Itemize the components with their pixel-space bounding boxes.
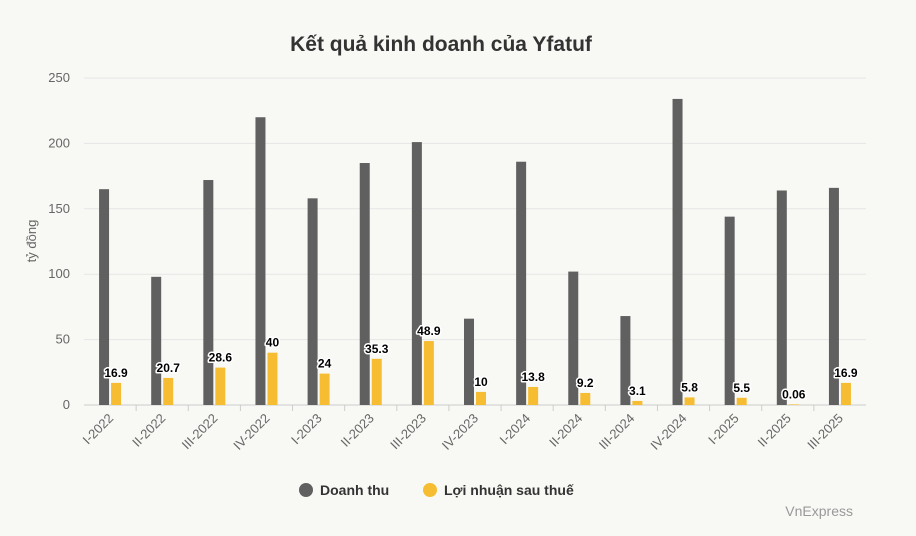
y-axis-label: tỷ đồng xyxy=(24,220,39,263)
y-tick-label: 50 xyxy=(56,332,70,347)
bar-doanh-thu[interactable] xyxy=(620,316,631,405)
x-tick-label: II-2023 xyxy=(338,411,377,450)
x-tick-label: I-2022 xyxy=(80,411,117,448)
data-labels: 16.9 20.7 28.6 40 24 35.3 48.9 10 13.8 9.2 3.1 5.8 5… xyxy=(103,323,860,403)
bars xyxy=(99,98,851,406)
bar-doanh-thu[interactable] xyxy=(307,198,318,405)
legend: Doanh thu Lợi nhuận sau thuế xyxy=(299,482,574,498)
bar-doanh-thu[interactable] xyxy=(151,276,162,405)
data-label: 24 xyxy=(318,357,332,371)
bar-loi-nhuan[interactable] xyxy=(632,400,643,405)
y-tick-label: 100 xyxy=(48,266,70,281)
bar-doanh-thu[interactable] xyxy=(776,190,787,405)
bar-loi-nhuan[interactable] xyxy=(840,382,851,405)
data-label: 3.1 xyxy=(629,384,646,398)
bar-doanh-thu[interactable] xyxy=(99,189,110,405)
bar-doanh-thu[interactable] xyxy=(516,161,527,405)
bar-doanh-thu[interactable] xyxy=(464,318,474,405)
legend-label: Doanh thu xyxy=(320,482,389,498)
bar-doanh-thu[interactable] xyxy=(672,98,683,405)
data-label: 35.3 xyxy=(365,342,389,356)
y-tick-label: 0 xyxy=(63,397,70,412)
legend-marker xyxy=(299,483,313,497)
bar-doanh-thu[interactable] xyxy=(724,216,735,405)
x-tick-label: III-2025 xyxy=(804,411,846,453)
bar-loi-nhuan[interactable] xyxy=(684,397,695,405)
bar-doanh-thu[interactable] xyxy=(359,163,370,405)
chart-title: Kết quả kinh doanh của Yfatuf xyxy=(290,33,593,56)
bar-loi-nhuan[interactable] xyxy=(580,392,591,405)
x-tick-label: II-2025 xyxy=(755,411,794,450)
x-tick-label: I-2023 xyxy=(288,411,325,448)
bar-loi-nhuan[interactable] xyxy=(476,391,486,405)
bar-doanh-thu[interactable] xyxy=(255,117,266,406)
bar-loi-nhuan[interactable] xyxy=(267,352,278,405)
source-credit: VnExpress xyxy=(785,503,853,519)
bar-loi-nhuan[interactable] xyxy=(371,358,382,405)
grid-lines xyxy=(84,77,866,406)
data-label: 0.06 xyxy=(782,387,806,401)
x-axis-ticks: I-2022 II-2022 III-2022 IV-2022 I-2023 II-202… xyxy=(80,405,846,453)
bar-doanh-thu[interactable] xyxy=(568,271,579,405)
data-label: 16.9 xyxy=(834,366,858,380)
data-label: 48.9 xyxy=(417,324,441,338)
legend-label: Lợi nhuận sau thuế xyxy=(444,482,574,498)
x-tick-label: II-2024 xyxy=(546,411,585,450)
bar-loi-nhuan[interactable] xyxy=(163,377,174,405)
bar-doanh-thu[interactable] xyxy=(828,187,839,405)
x-tick-label: III-2023 xyxy=(387,411,429,453)
x-tick-label: II-2022 xyxy=(129,411,168,450)
y-axis-ticks: 0 50 100 150 200 250 xyxy=(48,70,70,412)
legend-item[interactable]: Doanh thu xyxy=(299,482,389,498)
data-label: 20.7 xyxy=(157,361,181,375)
x-tick-label: I-2025 xyxy=(705,411,742,448)
bar-loi-nhuan[interactable] xyxy=(319,373,330,405)
data-label: 13.8 xyxy=(521,370,545,384)
data-label: 28.6 xyxy=(209,351,233,365)
x-tick-label: III-2022 xyxy=(179,411,221,453)
bar-loi-nhuan[interactable] xyxy=(423,341,434,405)
y-tick-label: 250 xyxy=(48,70,70,85)
data-label: 40 xyxy=(266,336,280,350)
data-label: 9.2 xyxy=(577,376,594,390)
bar-doanh-thu[interactable] xyxy=(203,180,214,405)
bar-loi-nhuan[interactable] xyxy=(528,386,539,405)
data-label: 16.9 xyxy=(104,366,128,380)
x-tick-label: IV-2024 xyxy=(647,411,689,453)
x-tick-label: III-2024 xyxy=(596,411,638,453)
legend-marker xyxy=(423,483,437,497)
data-label: 5.8 xyxy=(681,380,698,394)
bar-loi-nhuan[interactable] xyxy=(788,404,799,405)
x-tick-label: IV-2023 xyxy=(439,411,481,453)
x-tick-label: IV-2022 xyxy=(230,411,272,453)
y-tick-label: 200 xyxy=(48,135,70,150)
bar-loi-nhuan[interactable] xyxy=(111,382,122,405)
x-tick-label: I-2024 xyxy=(497,411,534,448)
bar-loi-nhuan[interactable] xyxy=(736,397,747,405)
data-label: 10 xyxy=(474,375,488,389)
data-label: 5.5 xyxy=(733,381,750,395)
legend-item[interactable]: Lợi nhuận sau thuế xyxy=(423,482,574,498)
y-tick-label: 150 xyxy=(48,201,70,216)
bar-doanh-thu[interactable] xyxy=(411,142,422,406)
bar-loi-nhuan[interactable] xyxy=(215,367,226,405)
